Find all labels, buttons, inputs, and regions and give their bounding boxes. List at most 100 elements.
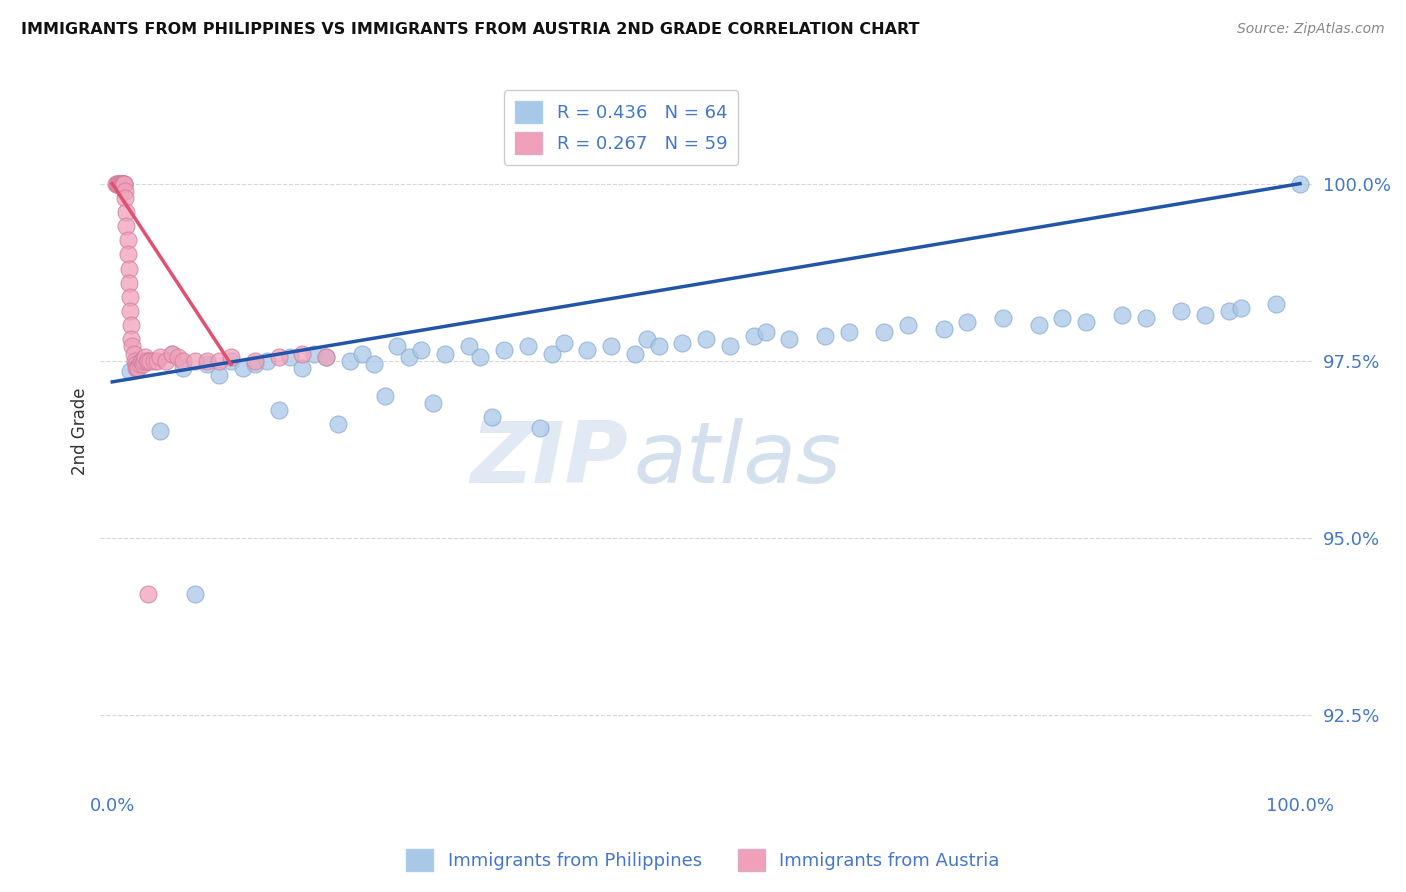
Point	[184, 353, 207, 368]
Point	[219, 350, 242, 364]
Point	[120, 318, 142, 333]
Point	[104, 177, 127, 191]
Point	[134, 350, 156, 364]
Point	[243, 353, 266, 368]
Point	[110, 177, 132, 191]
Point	[111, 177, 134, 191]
Point	[600, 339, 623, 353]
Point	[108, 177, 131, 191]
Point	[118, 364, 141, 378]
Point	[136, 587, 159, 601]
Point	[136, 353, 159, 368]
Point	[122, 346, 145, 360]
Point	[118, 276, 141, 290]
Point	[1028, 318, 1050, 333]
Point	[433, 346, 456, 360]
Point	[932, 322, 955, 336]
Point	[457, 339, 479, 353]
Point	[136, 353, 159, 368]
Point	[470, 350, 492, 364]
Y-axis label: 2nd Grade: 2nd Grade	[72, 388, 89, 475]
Point	[195, 357, 218, 371]
Point	[155, 353, 177, 368]
Point	[576, 343, 599, 357]
Point	[149, 350, 172, 364]
Point	[363, 357, 385, 371]
Point	[107, 177, 129, 191]
Point	[131, 353, 153, 368]
Point	[166, 350, 188, 364]
Point	[814, 329, 837, 343]
Point	[529, 421, 551, 435]
Point	[1111, 308, 1133, 322]
Point	[111, 177, 134, 191]
Point	[1289, 177, 1312, 191]
Point	[112, 177, 135, 191]
Point	[374, 389, 396, 403]
Point	[184, 587, 207, 601]
Point	[219, 353, 242, 368]
Point	[838, 326, 860, 340]
Point	[118, 290, 141, 304]
Point	[108, 177, 131, 191]
Point	[129, 353, 152, 368]
Point	[1135, 311, 1157, 326]
Point	[135, 353, 157, 368]
Point	[339, 353, 361, 368]
Point	[422, 396, 444, 410]
Point	[280, 350, 302, 364]
Point	[115, 219, 138, 233]
Legend: R = 0.436   N = 64, R = 0.267   N = 59: R = 0.436 N = 64, R = 0.267 N = 59	[505, 90, 738, 165]
Point	[409, 343, 432, 357]
Point	[291, 360, 314, 375]
Point	[142, 353, 165, 368]
Point	[173, 360, 195, 375]
Point	[232, 360, 254, 375]
Point	[117, 247, 139, 261]
Point	[291, 346, 314, 360]
Point	[778, 332, 800, 346]
Point	[208, 368, 231, 382]
Point	[516, 339, 538, 353]
Point	[267, 350, 290, 364]
Point	[256, 353, 278, 368]
Point	[128, 357, 150, 371]
Point	[118, 261, 141, 276]
Point	[326, 417, 349, 432]
Point	[243, 357, 266, 371]
Point	[1229, 301, 1251, 315]
Text: atlas: atlas	[634, 418, 841, 501]
Point	[160, 346, 183, 360]
Point	[956, 315, 979, 329]
Point	[105, 177, 128, 191]
Point	[115, 205, 138, 219]
Point	[111, 177, 134, 191]
Point	[494, 343, 516, 357]
Text: ZIP: ZIP	[470, 418, 627, 501]
Point	[111, 177, 134, 191]
Point	[1170, 304, 1192, 318]
Point	[873, 326, 896, 340]
Point	[671, 335, 693, 350]
Point	[624, 346, 647, 360]
Point	[146, 353, 169, 368]
Point	[718, 339, 741, 353]
Text: Source: ZipAtlas.com: Source: ZipAtlas.com	[1237, 22, 1385, 37]
Point	[398, 350, 420, 364]
Point	[553, 335, 575, 350]
Point	[149, 425, 172, 439]
Point	[267, 403, 290, 417]
Point	[125, 357, 148, 371]
Point	[636, 332, 658, 346]
Point	[1265, 297, 1288, 311]
Point	[134, 353, 156, 368]
Point	[160, 346, 183, 360]
Point	[124, 353, 146, 368]
Point	[991, 311, 1014, 326]
Point	[350, 346, 373, 360]
Point	[118, 304, 141, 318]
Text: IMMIGRANTS FROM PHILIPPINES VS IMMIGRANTS FROM AUSTRIA 2ND GRADE CORRELATION CHA: IMMIGRANTS FROM PHILIPPINES VS IMMIGRANT…	[21, 22, 920, 37]
Point	[1052, 311, 1074, 326]
Point	[127, 360, 149, 375]
Point	[387, 339, 409, 353]
